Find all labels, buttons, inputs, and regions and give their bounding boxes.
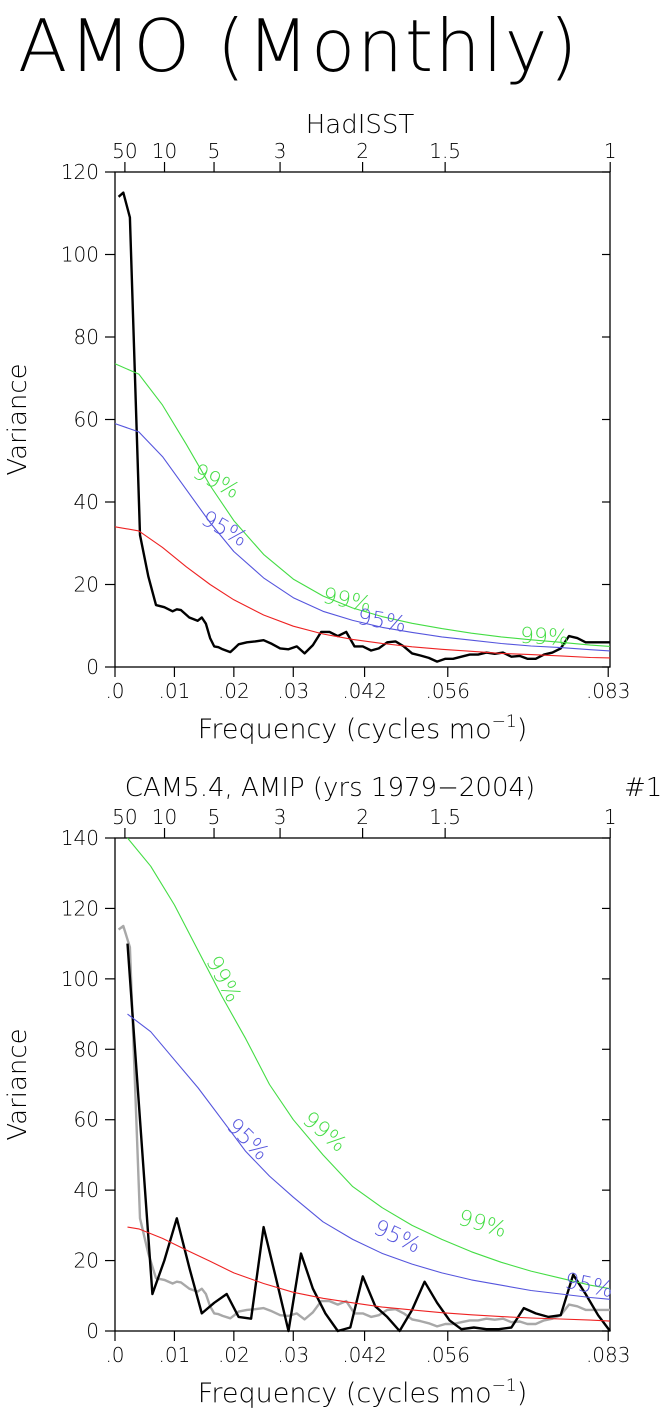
- y-tick-label: 80: [74, 1037, 99, 1061]
- y-tick-label: 20: [74, 1249, 99, 1273]
- confidence-label: 99%: [200, 952, 245, 1007]
- y-tick-label: 60: [74, 408, 99, 432]
- x-tick-label: .0: [105, 1343, 124, 1367]
- x-axis-label: Frequency (cycles mo−1): [198, 712, 527, 745]
- x-tick-label: .0: [105, 679, 124, 703]
- x-tick-label: .056: [426, 679, 471, 703]
- series-line-spectrum: [126, 943, 611, 1333]
- confidence-label: 99%: [189, 459, 244, 504]
- x-axis-label-text: Frequency (cycles mo: [198, 1378, 492, 1409]
- confidence-label: 95%: [355, 605, 408, 638]
- y-tick-label: 20: [74, 573, 99, 597]
- x-axis-label-exponent: −1: [492, 712, 517, 732]
- confidence-label: 99%: [519, 624, 569, 652]
- period-tick-label: 2: [356, 805, 369, 829]
- series-line-red-noise: [114, 526, 611, 659]
- confidence-label: 95%: [562, 1269, 615, 1304]
- series-line-observed-overlay: [117, 924, 610, 1328]
- series-line-red-noise: [127, 1226, 611, 1322]
- y-tick-label: 100: [61, 967, 99, 991]
- period-tick-label: 50: [112, 139, 137, 163]
- period-tick-label: 10: [152, 139, 177, 163]
- period-tick-label: 5: [208, 805, 221, 829]
- y-tick-label: 80: [74, 325, 99, 349]
- page-title: AMO (Monthly): [18, 4, 580, 88]
- period-tick-label: 1: [604, 805, 617, 829]
- series-line-95pct: [114, 423, 611, 652]
- series-line-99pct: [114, 363, 611, 647]
- period-tick-label: 1.5: [429, 139, 461, 163]
- confidence-label: 95%: [221, 1114, 273, 1166]
- x-tick-label: .01: [159, 1343, 191, 1367]
- y-axis-label: Variance: [3, 1028, 33, 1140]
- y-tick-label: 100: [61, 243, 99, 267]
- x-axis-label-close: ): [517, 714, 528, 745]
- confidence-label: 95%: [370, 1215, 425, 1258]
- confidence-label: 99%: [297, 1107, 351, 1158]
- x-axis-label-close: ): [517, 1378, 528, 1409]
- y-tick-label: 120: [61, 896, 99, 920]
- series-line-spectrum: [117, 191, 610, 663]
- period-tick-label: 2: [356, 139, 369, 163]
- x-tick-label: .03: [277, 1343, 309, 1367]
- y-tick-label: 120: [61, 160, 99, 184]
- y-tick-label: 140: [61, 826, 99, 850]
- period-tick-label: 10: [152, 805, 177, 829]
- y-tick-label: 60: [74, 1108, 99, 1132]
- y-axis-label: Variance: [3, 363, 33, 475]
- x-axis-label-exponent: −1: [492, 1376, 517, 1396]
- period-tick-label: 5: [208, 139, 221, 163]
- x-tick-label: .042: [342, 1343, 387, 1367]
- run-number: #1: [624, 773, 662, 803]
- period-tick-label: 1.5: [429, 805, 461, 829]
- y-tick-label: 40: [74, 490, 99, 514]
- chart-title: CAM5.4, AMIP (yrs 1979−2004): [125, 773, 535, 803]
- period-tick-label: 1: [604, 139, 617, 163]
- x-tick-label: .01: [159, 679, 191, 703]
- x-tick-label: .02: [218, 1343, 250, 1367]
- x-tick-label: .03: [277, 679, 309, 703]
- x-tick-label: .042: [342, 679, 387, 703]
- x-axis-label: Frequency (cycles mo−1): [198, 1376, 527, 1409]
- x-tick-label: .083: [586, 679, 631, 703]
- x-tick-label: .083: [586, 1343, 631, 1367]
- y-tick-label: 0: [86, 1319, 99, 1343]
- x-axis-label-text: Frequency (cycles mo: [198, 714, 492, 745]
- period-tick-label: 50: [112, 805, 137, 829]
- x-tick-label: .056: [426, 1343, 471, 1367]
- series-line-95pct: [127, 1013, 611, 1300]
- confidence-label: 95%: [197, 506, 252, 552]
- plot-frame: [114, 837, 611, 1332]
- y-tick-label: 40: [74, 1178, 99, 1202]
- period-tick-label: 3: [274, 805, 287, 829]
- period-tick-label: 3: [274, 139, 287, 163]
- y-tick-label: 0: [86, 655, 99, 679]
- series-line-99pct: [127, 837, 611, 1290]
- confidence-label: 99%: [455, 1206, 509, 1244]
- x-tick-label: .02: [218, 679, 250, 703]
- chart-title: HadISST: [306, 110, 415, 140]
